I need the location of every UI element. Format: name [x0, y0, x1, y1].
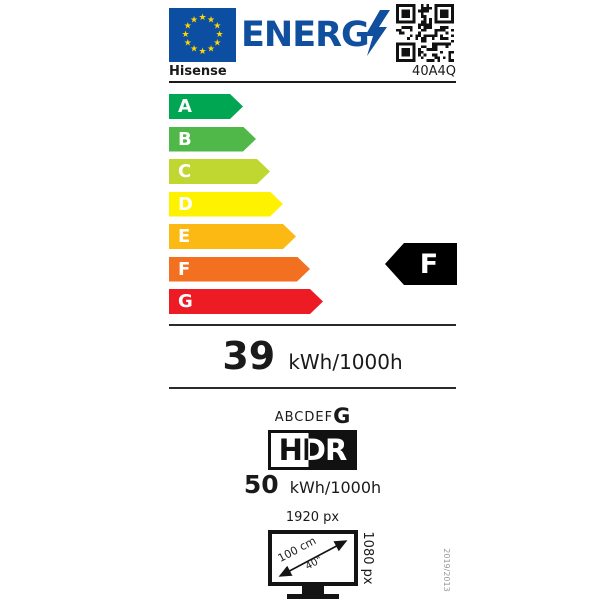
scale-bar-c: C — [169, 159, 270, 184]
scale-bar-d: D — [169, 192, 283, 217]
eu-flag-icon: ★ ★ ★ ★ ★ ★ ★ ★ ★ ★ ★ ★ — [169, 8, 236, 62]
energy-consumption-sdr: 39 kWh/1000h — [169, 334, 456, 378]
scale-bar-b: B — [169, 127, 256, 152]
energy-value-hdr: 50 — [243, 470, 279, 499]
scale-bar-e: E — [169, 224, 296, 249]
scale-bar-letter: E — [178, 226, 191, 247]
hdr-logo-text: HDR — [278, 433, 347, 467]
scale-bar-letter: G — [178, 291, 193, 312]
scale-bar-f: F — [169, 257, 310, 282]
lightning-bolt-icon — [365, 10, 390, 56]
rating-letter: F — [419, 248, 439, 280]
tv-stand-neck — [302, 586, 324, 594]
brand-name: Hisense — [169, 64, 227, 79]
divider — [169, 324, 456, 326]
tv-stand-base — [287, 594, 339, 599]
hdr-scale-prefix: ABCDEF — [274, 410, 334, 425]
scale-bar-letter: B — [178, 128, 192, 150]
energ-logo-text: ENERG — [241, 15, 370, 55]
energy-consumption-hdr: 50 kWh/1000h — [169, 470, 456, 499]
divider — [169, 387, 456, 389]
diagonal-arrow-icon — [278, 540, 348, 577]
scale-bar-letter: D — [178, 193, 193, 215]
resolution-height-label: 1080 px — [360, 531, 375, 585]
hdr-rating-letter: G — [333, 404, 351, 428]
scale-bar-letter: F — [178, 258, 191, 280]
qr-code — [396, 4, 454, 62]
hdr-logo-text: HDR — [278, 433, 347, 467]
model-number: 40A4Q — [412, 64, 456, 79]
scale-bar-g: G — [169, 289, 323, 314]
hdr-logo: HDR HDR — [268, 430, 357, 470]
energy-unit-hdr: kWh/1000h — [289, 478, 382, 497]
resolution-width-label: 1920 px — [285, 510, 340, 525]
hdr-class-scale: ABCDEFG — [169, 404, 456, 428]
energy-unit-sdr: kWh/1000h — [288, 350, 403, 374]
brand-row: Hisense 40A4Q — [169, 62, 456, 83]
scale-bar-letter: C — [178, 161, 192, 182]
hdr-logo-wrap: HDR HDR — [169, 430, 456, 470]
scale-bar-letter: A — [178, 96, 192, 117]
energy-value-sdr: 39 — [222, 334, 276, 378]
scale-bar-a: A — [169, 94, 243, 119]
regulation-number: 2019/2013 — [442, 548, 451, 592]
tv-screen-diagram — [268, 530, 358, 586]
